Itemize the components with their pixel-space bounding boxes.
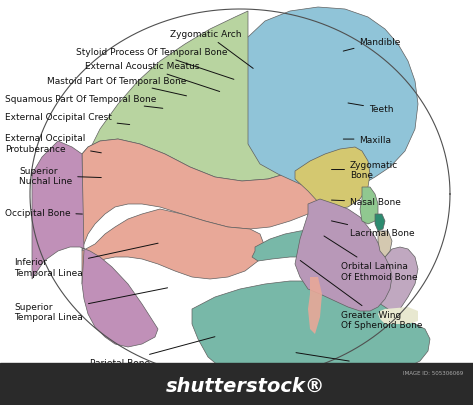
Text: Zygomatic
Bone: Zygomatic Bone (332, 160, 398, 180)
Polygon shape (378, 307, 418, 324)
Polygon shape (370, 247, 418, 324)
Polygon shape (82, 140, 360, 252)
Polygon shape (248, 8, 418, 192)
Polygon shape (378, 231, 392, 257)
Text: shutterstock®: shutterstock® (166, 375, 325, 394)
Polygon shape (295, 148, 370, 209)
Text: Squamous Part Of Temporal Bone: Squamous Part Of Temporal Bone (5, 95, 163, 109)
Text: Orbital Lamina
Of Ethmoid Bone: Orbital Lamina Of Ethmoid Bone (324, 237, 417, 281)
Polygon shape (375, 215, 385, 231)
Text: External Acoustic Meatus: External Acoustic Meatus (85, 62, 219, 92)
Text: Nasal Bone: Nasal Bone (332, 198, 401, 207)
Polygon shape (252, 230, 360, 264)
Polygon shape (295, 200, 392, 311)
Polygon shape (82, 209, 265, 284)
Text: Greater Wing
Of Sphenoid Bone: Greater Wing Of Sphenoid Bone (300, 261, 422, 330)
Text: Inferior
Temporal Linea: Inferior Temporal Linea (14, 243, 158, 277)
Polygon shape (308, 277, 322, 334)
Text: Superior
Temporal Linea: Superior Temporal Linea (14, 288, 167, 322)
Text: Occipital Bone: Occipital Bone (5, 208, 82, 217)
Text: External Occipital
Protuberance: External Occipital Protuberance (5, 134, 101, 153)
Text: Lacrimal Bone: Lacrimal Bone (332, 222, 415, 237)
Polygon shape (82, 12, 375, 181)
Polygon shape (360, 188, 378, 224)
Text: Frontal Bone: Frontal Bone (296, 353, 412, 371)
Text: Mastoid Part Of Temporal Bone: Mastoid Part Of Temporal Bone (47, 77, 187, 97)
Text: IMAGE ID: 505306069: IMAGE ID: 505306069 (403, 371, 464, 375)
Text: Teeth: Teeth (348, 104, 394, 114)
Polygon shape (192, 281, 430, 374)
Polygon shape (32, 142, 158, 347)
Text: Parietal Bone: Parietal Bone (90, 337, 215, 367)
Text: Superior
Nuchal Line: Superior Nuchal Line (19, 166, 101, 186)
Polygon shape (0, 363, 473, 405)
Text: Mandible: Mandible (343, 38, 401, 52)
Text: Styloid Process Of Temporal Bone: Styloid Process Of Temporal Bone (76, 48, 234, 80)
Text: External Occipital Crest: External Occipital Crest (5, 113, 130, 125)
Text: Zygomatic Arch: Zygomatic Arch (170, 30, 253, 69)
Text: Maxilla: Maxilla (343, 135, 392, 144)
